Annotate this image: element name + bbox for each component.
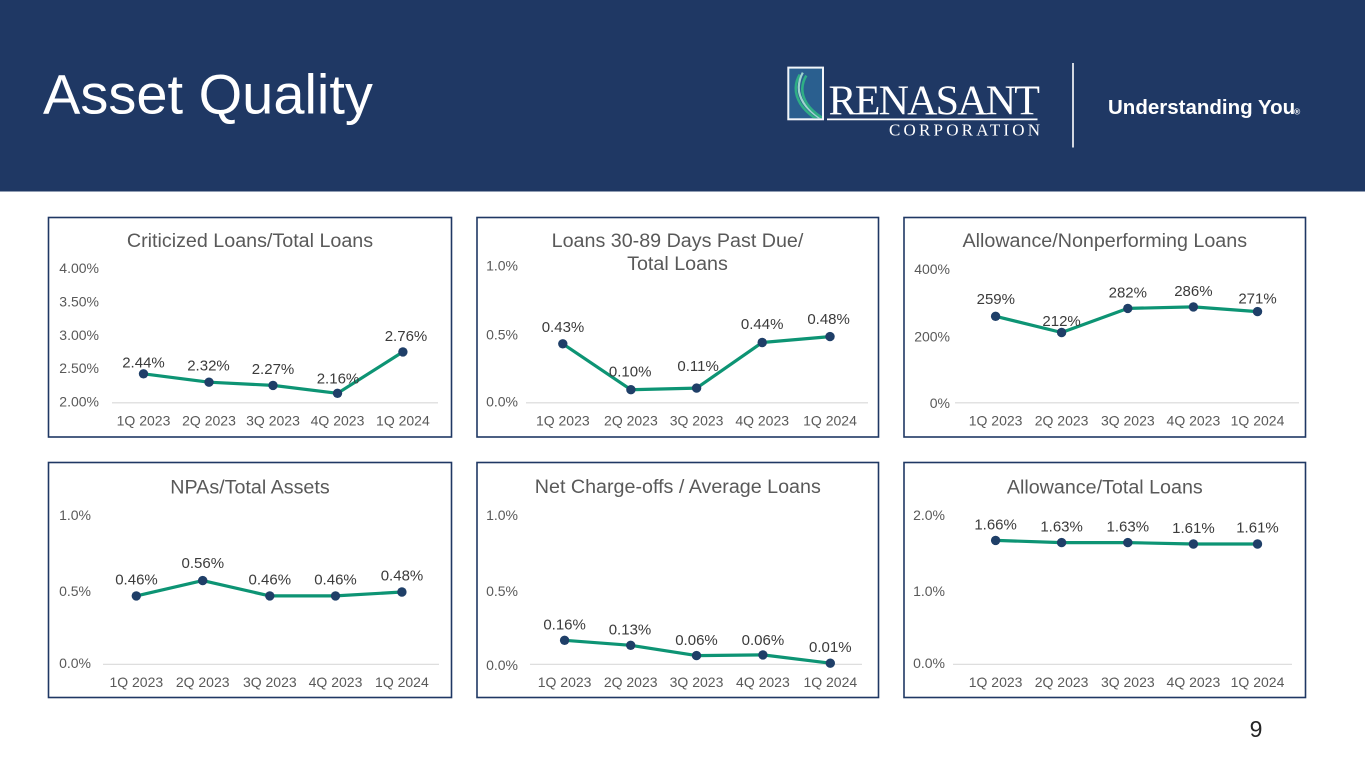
svg-text:0.0%: 0.0% — [59, 655, 91, 671]
svg-text:400%: 400% — [914, 261, 950, 277]
svg-text:212%: 212% — [1042, 313, 1080, 330]
svg-text:0.01%: 0.01% — [809, 639, 852, 656]
svg-text:282%: 282% — [1109, 285, 1147, 302]
svg-text:0.48%: 0.48% — [381, 568, 424, 585]
svg-text:1.61%: 1.61% — [1172, 520, 1215, 537]
svg-text:0.44%: 0.44% — [741, 316, 784, 333]
svg-text:4Q 2023: 4Q 2023 — [735, 412, 789, 428]
svg-text:2.44%: 2.44% — [122, 355, 165, 372]
svg-text:3Q 2023: 3Q 2023 — [243, 674, 297, 690]
svg-text:2.0%: 2.0% — [913, 507, 945, 523]
svg-text:2.76%: 2.76% — [385, 328, 428, 345]
svg-text:3.50%: 3.50% — [59, 293, 99, 309]
svg-text:0.06%: 0.06% — [742, 632, 785, 649]
svg-text:2Q 2023: 2Q 2023 — [604, 412, 658, 428]
svg-text:4Q 2023: 4Q 2023 — [309, 674, 363, 690]
svg-text:1Q 2024: 1Q 2024 — [375, 674, 429, 690]
svg-text:Asset Quality: Asset Quality — [43, 62, 373, 125]
svg-text:Allowance/Nonperforming Loans: Allowance/Nonperforming Loans — [963, 230, 1248, 252]
svg-text:Loans 30-89 Days Past Due/: Loans 30-89 Days Past Due/ — [552, 230, 804, 252]
svg-text:200%: 200% — [914, 328, 950, 344]
svg-text:4.00%: 4.00% — [59, 260, 99, 276]
svg-text:1.63%: 1.63% — [1040, 518, 1083, 535]
svg-text:1Q 2024: 1Q 2024 — [803, 674, 857, 690]
svg-text:0%: 0% — [930, 395, 950, 411]
svg-text:3Q 2023: 3Q 2023 — [670, 674, 724, 690]
svg-text:2Q 2023: 2Q 2023 — [1035, 674, 1089, 690]
svg-text:0.5%: 0.5% — [59, 583, 91, 599]
svg-text:2Q 2023: 2Q 2023 — [604, 674, 658, 690]
svg-text:Criticized Loans/Total Loans: Criticized Loans/Total Loans — [127, 230, 373, 252]
svg-text:4Q 2023: 4Q 2023 — [736, 674, 790, 690]
svg-text:3Q 2023: 3Q 2023 — [1101, 412, 1155, 428]
svg-text:0.5%: 0.5% — [486, 583, 518, 599]
svg-text:Total Loans: Total Loans — [627, 253, 728, 275]
svg-text:3Q 2023: 3Q 2023 — [670, 412, 724, 428]
svg-text:1Q 2024: 1Q 2024 — [1231, 674, 1285, 690]
svg-text:0.0%: 0.0% — [486, 657, 518, 673]
svg-text:1.63%: 1.63% — [1107, 518, 1150, 535]
svg-text:NPAs/Total Assets: NPAs/Total Assets — [170, 477, 330, 499]
svg-text:1Q 2023: 1Q 2023 — [117, 412, 171, 428]
svg-text:2.00%: 2.00% — [59, 394, 99, 410]
svg-text:0.46%: 0.46% — [314, 572, 357, 589]
svg-text:0.56%: 0.56% — [182, 555, 225, 572]
svg-text:2.27%: 2.27% — [252, 361, 295, 378]
svg-text:271%: 271% — [1238, 291, 1276, 308]
svg-text:4Q 2023: 4Q 2023 — [1167, 674, 1221, 690]
svg-text:0.43%: 0.43% — [542, 319, 585, 336]
svg-text:1Q 2023: 1Q 2023 — [536, 412, 590, 428]
svg-text:2Q 2023: 2Q 2023 — [182, 412, 236, 428]
svg-text:4Q 2023: 4Q 2023 — [1167, 412, 1221, 428]
svg-text:1Q 2024: 1Q 2024 — [1231, 412, 1285, 428]
svg-text:RENASANT: RENASANT — [829, 79, 1040, 125]
svg-text:1.0%: 1.0% — [486, 507, 518, 523]
svg-text:1Q 2023: 1Q 2023 — [109, 674, 163, 690]
svg-text:1Q 2023: 1Q 2023 — [969, 674, 1023, 690]
svg-text:0.0%: 0.0% — [913, 655, 945, 671]
svg-text:9: 9 — [1250, 716, 1263, 742]
svg-text:3Q 2023: 3Q 2023 — [1101, 674, 1155, 690]
svg-text:3Q 2023: 3Q 2023 — [246, 412, 300, 428]
svg-text:286%: 286% — [1174, 283, 1212, 300]
svg-text:2Q 2023: 2Q 2023 — [1035, 412, 1089, 428]
svg-text:1Q 2023: 1Q 2023 — [969, 412, 1023, 428]
svg-text:2.32%: 2.32% — [187, 358, 230, 375]
svg-text:1Q 2024: 1Q 2024 — [376, 412, 430, 428]
svg-text:4Q 2023: 4Q 2023 — [311, 412, 365, 428]
svg-text:CORPORATION: CORPORATION — [889, 121, 1043, 140]
svg-text:2.16%: 2.16% — [317, 371, 360, 388]
svg-text:1Q 2024: 1Q 2024 — [803, 412, 857, 428]
svg-text:0.5%: 0.5% — [486, 327, 518, 343]
svg-text:0.11%: 0.11% — [677, 358, 718, 375]
svg-text:0.16%: 0.16% — [543, 616, 586, 633]
svg-text:0.06%: 0.06% — [675, 632, 718, 649]
svg-text:Allowance/Total Loans: Allowance/Total Loans — [1007, 477, 1203, 499]
svg-text:®: ® — [1294, 107, 1301, 117]
svg-text:0.13%: 0.13% — [609, 621, 652, 638]
svg-text:Net Charge-offs / Average Loan: Net Charge-offs / Average Loans — [535, 476, 821, 498]
svg-text:1.0%: 1.0% — [913, 583, 945, 599]
svg-text:3.00%: 3.00% — [59, 327, 99, 343]
svg-text:1Q 2023: 1Q 2023 — [538, 674, 592, 690]
svg-text:1.61%: 1.61% — [1236, 519, 1279, 536]
svg-text:1.0%: 1.0% — [59, 507, 91, 523]
svg-text:0.0%: 0.0% — [486, 394, 518, 410]
svg-text:2Q 2023: 2Q 2023 — [176, 674, 230, 690]
svg-text:1.66%: 1.66% — [974, 517, 1017, 534]
svg-text:Understanding You: Understanding You — [1108, 96, 1295, 119]
svg-text:2.50%: 2.50% — [59, 360, 99, 376]
svg-text:0.48%: 0.48% — [807, 311, 850, 328]
svg-text:0.10%: 0.10% — [609, 363, 652, 380]
svg-text:0.46%: 0.46% — [249, 572, 292, 589]
svg-text:0.46%: 0.46% — [115, 572, 158, 589]
svg-text:1.0%: 1.0% — [486, 258, 518, 274]
svg-text:259%: 259% — [977, 291, 1015, 308]
